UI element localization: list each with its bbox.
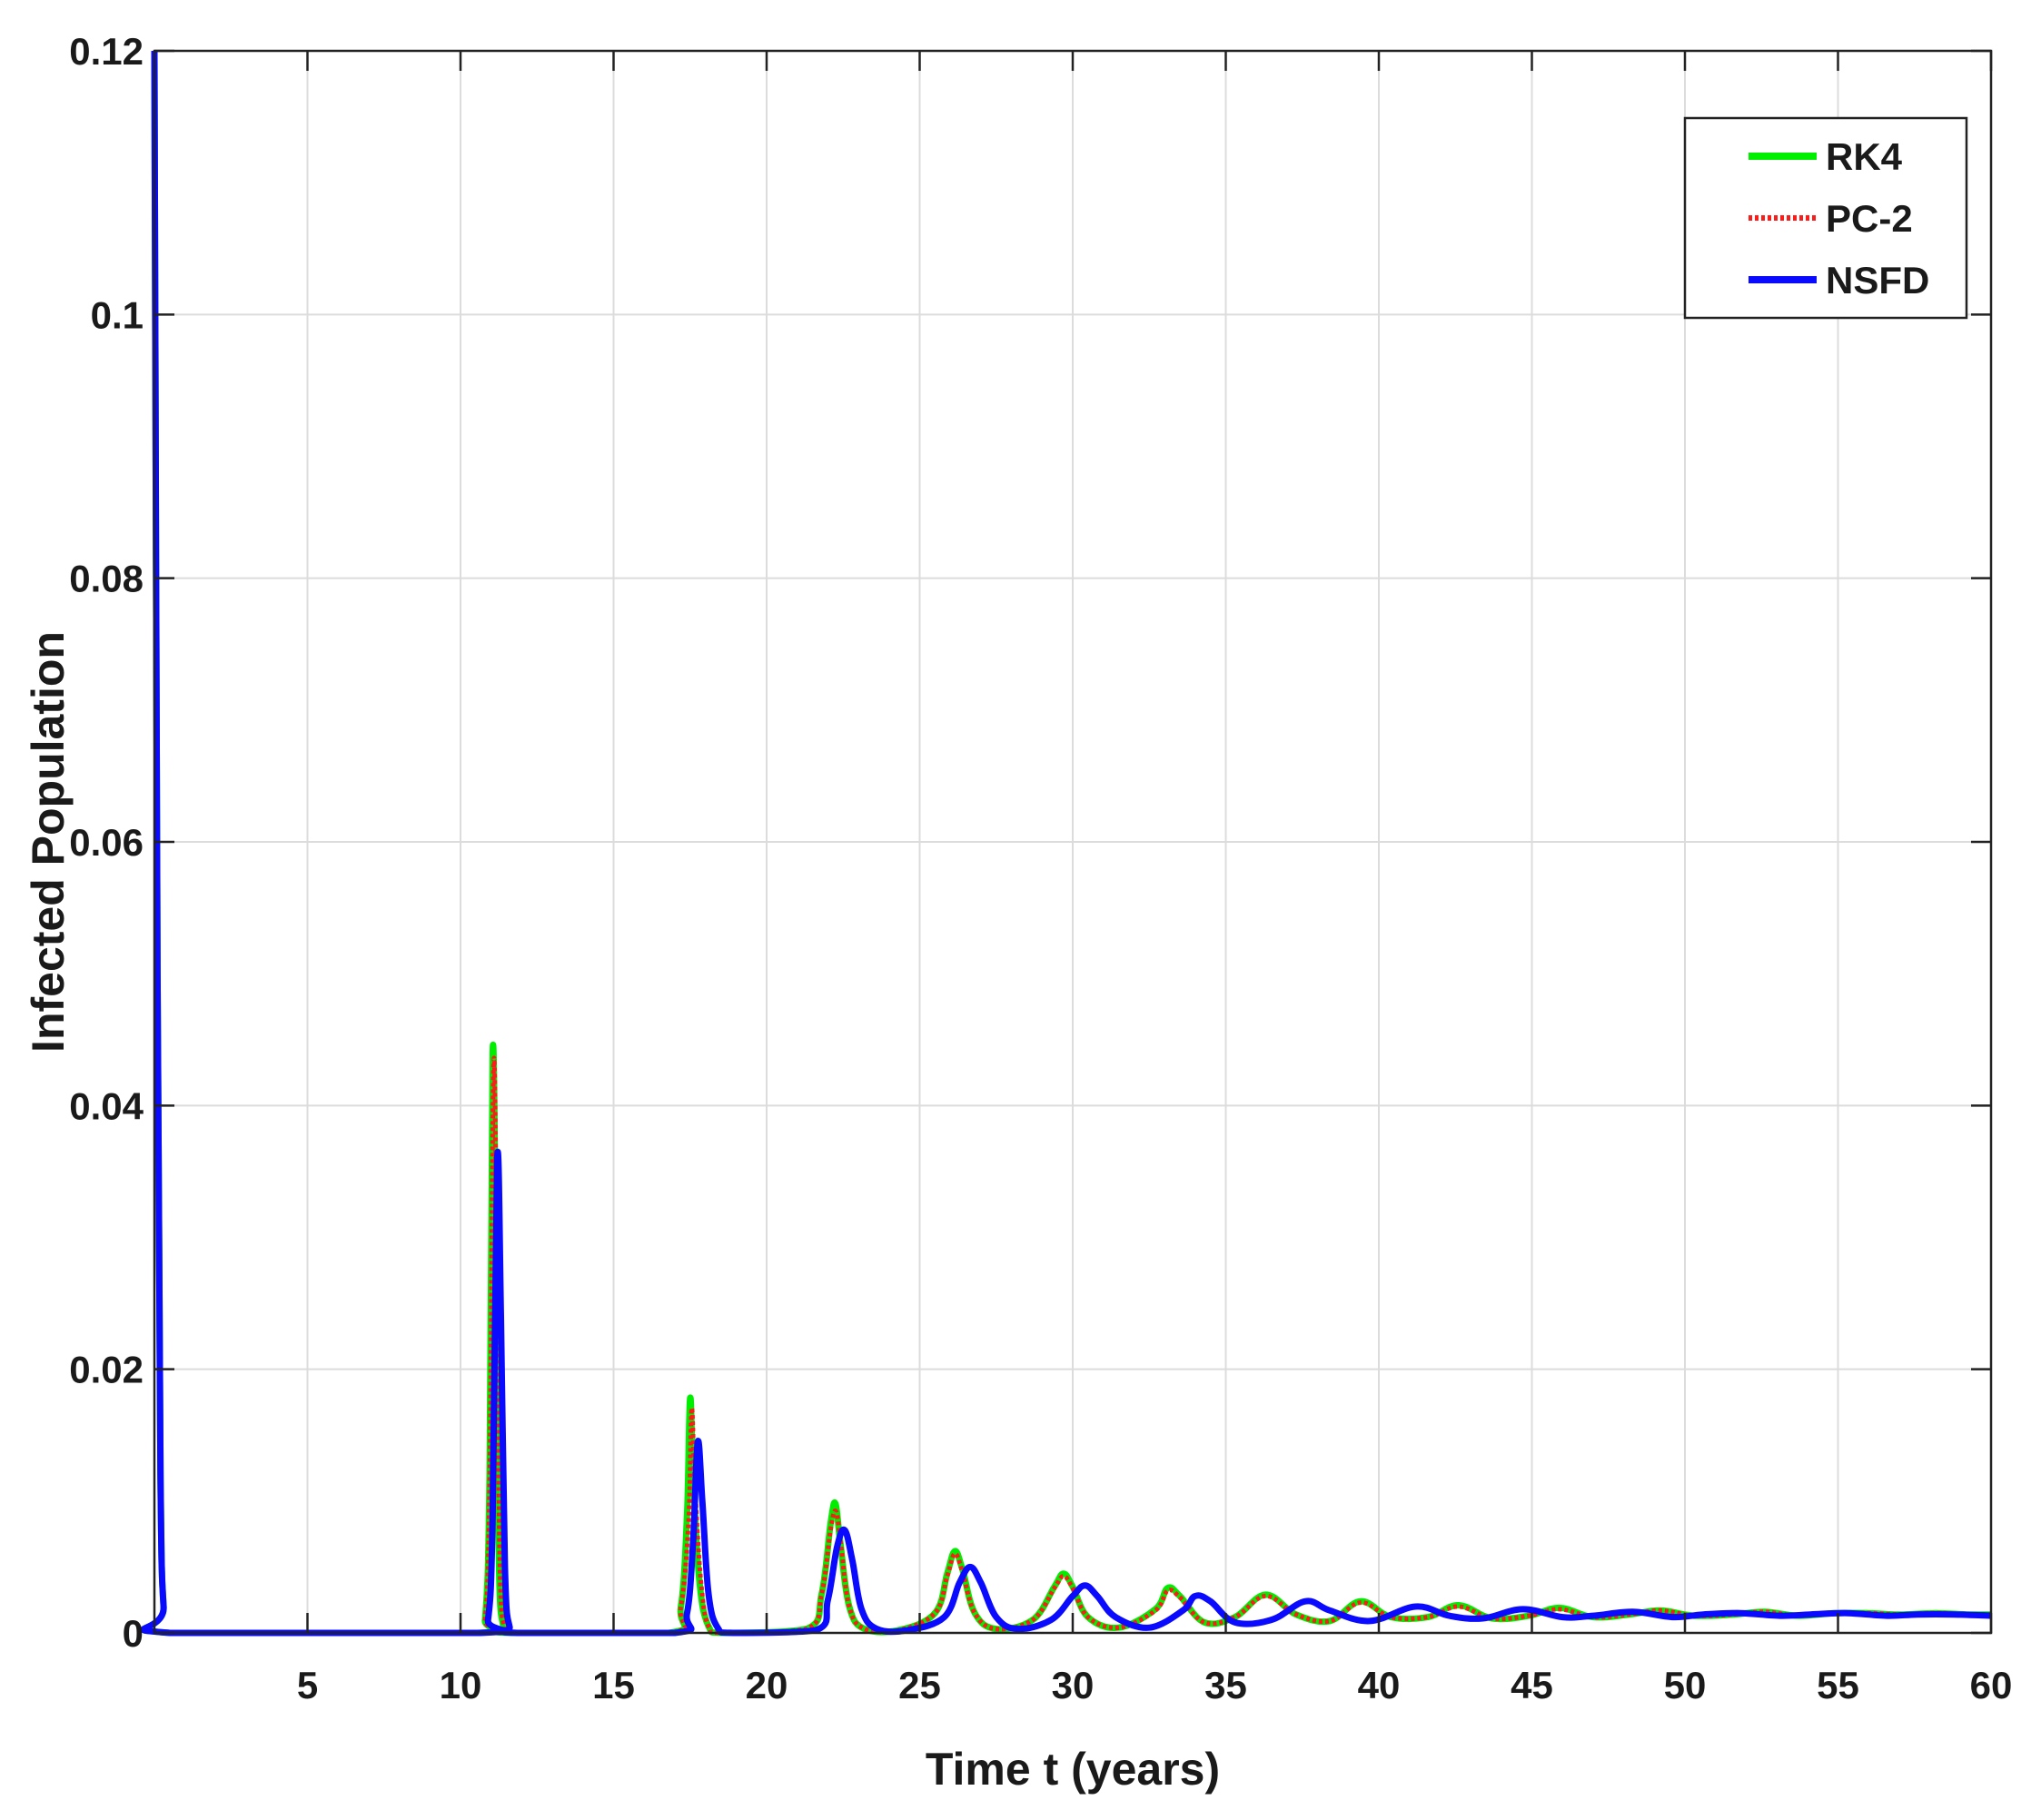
- x-tick-label: 40: [1358, 1664, 1401, 1706]
- y-tick-label: 0.06: [69, 821, 144, 864]
- y-tick-label: 0.12: [69, 30, 144, 73]
- x-tick-label: 35: [1204, 1664, 1247, 1706]
- y-tick-label: 0.04: [69, 1084, 144, 1127]
- x-tick-label: 25: [898, 1664, 941, 1706]
- x-tick-label: 15: [592, 1664, 635, 1706]
- y-tick-labels: 0 0.02 0.04 0.06 0.08 0.1 0.12: [69, 30, 144, 1655]
- x-tick-label: 45: [1511, 1664, 1553, 1706]
- x-tick-label: 5: [297, 1664, 318, 1706]
- series-line-nsfd: [140, 50, 1992, 1637]
- y-tick-label: 0: [123, 1612, 144, 1655]
- y-tick-label: 0.1: [91, 293, 144, 336]
- x-tick-label: 10: [440, 1664, 482, 1706]
- legend-label: NSFD: [1826, 259, 1929, 302]
- x-tick-label: 30: [1052, 1664, 1095, 1706]
- legend-label: RK4: [1826, 135, 1903, 178]
- y-tick-label: 0.08: [69, 558, 144, 600]
- y-tick-label: 0.02: [69, 1349, 144, 1391]
- axis-ticks: [154, 49, 1993, 1635]
- legend-label: PC-2: [1826, 197, 1913, 240]
- x-axis-label: Time t (years): [926, 1744, 1220, 1795]
- x-tick-label: 50: [1664, 1664, 1707, 1706]
- legend-box: [1683, 116, 1968, 320]
- chart-legend: RK4 PC-2 NSFD: [1683, 116, 1968, 320]
- x-tick-label: 20: [746, 1664, 788, 1706]
- x-tick-labels: 5 10 15 20 25 30 35 40 45 50 55 60: [297, 1664, 2013, 1706]
- x-tick-label: 60: [1970, 1664, 2013, 1706]
- x-tick-label: 55: [1817, 1664, 1859, 1706]
- y-axis-label: Infected Population: [23, 631, 74, 1053]
